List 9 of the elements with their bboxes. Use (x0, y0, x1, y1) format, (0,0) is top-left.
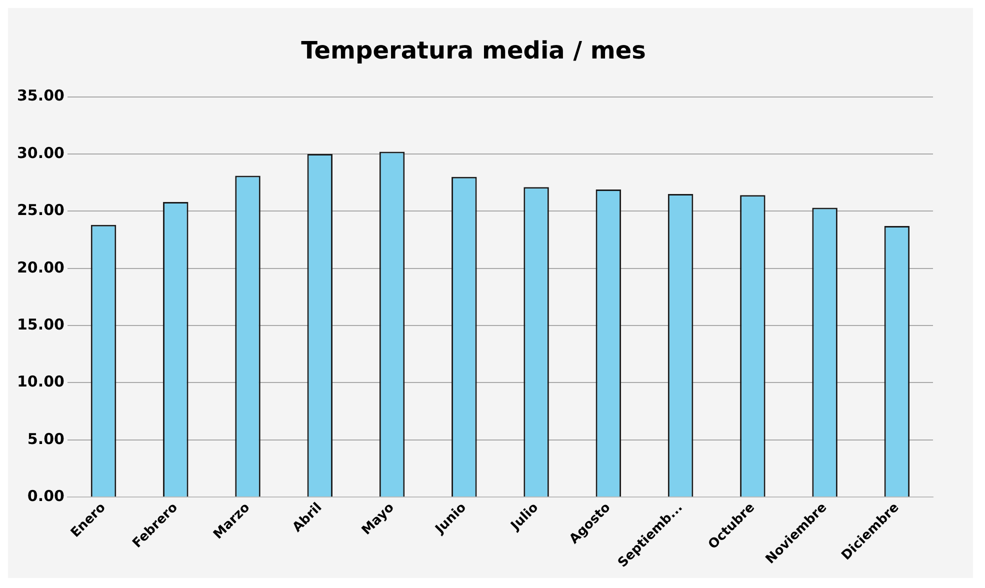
y-tick-label: 10.00 (16, 372, 64, 391)
y-tick-label: 0.00 (27, 487, 64, 506)
y-tick-label: 20.00 (16, 258, 64, 276)
chart-title: Temperatura media / mes (301, 36, 646, 65)
y-tick-label: 5.00 (27, 430, 64, 448)
y-tick-label: 15.00 (16, 315, 64, 334)
y-tick-label: 30.00 (16, 144, 64, 162)
y-tick-label: 25.00 (16, 201, 64, 220)
y-tick-label: 35.00 (16, 86, 64, 105)
